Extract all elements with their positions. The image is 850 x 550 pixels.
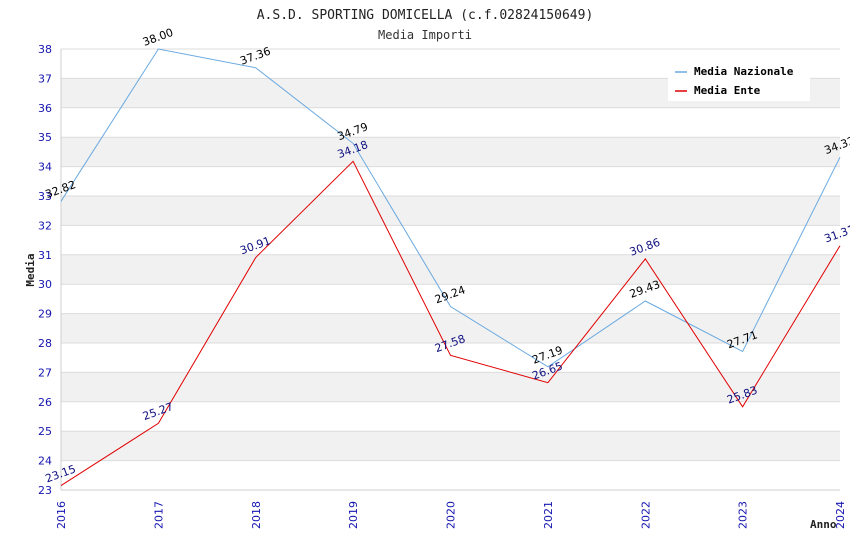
y-tick-label: 23	[38, 484, 52, 497]
y-tick-label: 24	[38, 455, 52, 468]
x-tick-label: 2023	[737, 501, 750, 529]
x-tick-label: 2020	[445, 501, 458, 529]
legend-label-ente: Media Ente	[694, 84, 761, 97]
y-tick-label: 26	[38, 396, 52, 409]
data-label: 38.00	[141, 26, 175, 49]
series-line-0	[60, 48, 841, 368]
x-tick-label: 2024	[834, 501, 847, 529]
grid-band	[61, 196, 840, 226]
legend-box	[668, 59, 810, 101]
chart-subtitle: Media Importi	[378, 28, 472, 42]
y-tick-label: 31	[38, 249, 52, 262]
legend-label-nazionale: Media Nazionale	[694, 65, 794, 78]
x-axis-label: Anno	[810, 518, 837, 531]
y-tick-label: 28	[38, 337, 52, 350]
y-tick-label: 33	[38, 190, 52, 203]
x-tick-label: 2021	[542, 501, 555, 529]
y-tick-label: 36	[38, 102, 52, 115]
y-tick-label: 34	[38, 161, 52, 174]
series-line-1	[60, 160, 841, 487]
grid-band	[61, 284, 840, 314]
legend: Media Nazionale Media Ente	[668, 59, 810, 101]
y-tick-label: 27	[38, 366, 52, 379]
y-axis-label: Media	[24, 253, 37, 286]
grid-band	[61, 166, 840, 196]
y-tick-label: 30	[38, 278, 52, 291]
x-tick-label: 2019	[347, 501, 360, 529]
x-axis-ticks: 2016 2017 2018 2019 2020 2021 2022 2023 2024	[55, 501, 847, 529]
y-tick-label: 37	[38, 72, 52, 85]
grid-band	[61, 372, 840, 402]
x-tick-label: 2022	[639, 501, 652, 529]
grid-band	[61, 431, 840, 461]
grid-band	[61, 460, 840, 490]
grid-band	[61, 137, 840, 167]
series-lines	[60, 48, 841, 487]
chart-title: A.S.D. SPORTING DOMICELLA (c.f.028241506…	[257, 8, 594, 23]
x-tick-label: 2016	[55, 501, 68, 529]
grid-band	[61, 313, 840, 343]
grid-band	[61, 254, 840, 285]
grid-band	[61, 225, 840, 255]
x-tick-label: 2017	[152, 501, 165, 529]
y-tick-label: 29	[38, 308, 52, 321]
grid-band	[61, 401, 840, 432]
grid-band	[61, 107, 840, 138]
y-tick-label: 38	[38, 43, 52, 56]
plot-grid	[60, 48, 840, 491]
y-tick-label: 35	[38, 131, 52, 144]
y-axis-ticks: 23 24 25 26 27 28 29 30 31 32 33 34 35 36 37 38	[38, 43, 52, 497]
y-tick-label: 32	[38, 219, 52, 232]
y-tick-label: 25	[38, 425, 52, 438]
x-tick-label: 2018	[250, 501, 263, 529]
